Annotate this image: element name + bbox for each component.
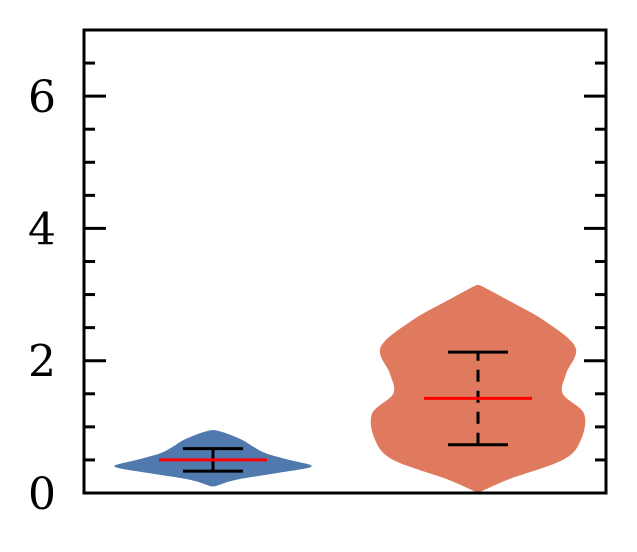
y-tick-label: 6 — [28, 72, 56, 123]
y-tick-label: 2 — [28, 337, 56, 388]
plot-frame — [82, 28, 608, 495]
y-tick-label: 0 — [28, 469, 56, 520]
axis-ticks — [84, 61, 606, 462]
violin-series — [114, 284, 586, 493]
y-tick-label: 4 — [28, 204, 56, 255]
y-tick-labels: 0 2 4 6 — [28, 72, 56, 520]
violin-body — [370, 284, 586, 493]
